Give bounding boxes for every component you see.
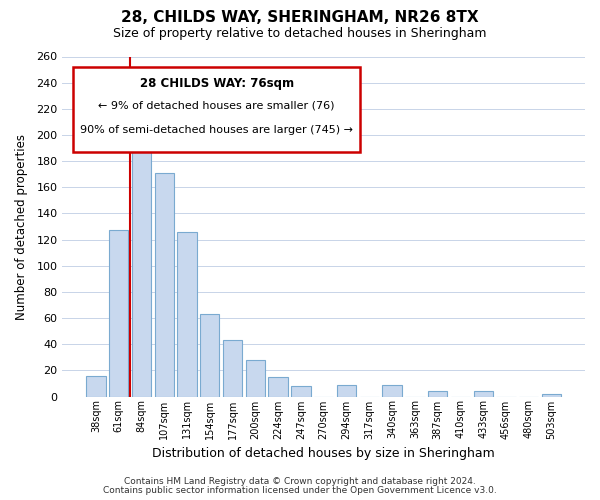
Text: Contains HM Land Registry data © Crown copyright and database right 2024.: Contains HM Land Registry data © Crown c…	[124, 477, 476, 486]
Bar	[473, 392, 493, 396]
Bar	[268, 377, 288, 396]
Text: ← 9% of detached houses are smaller (76): ← 9% of detached houses are smaller (76)	[98, 100, 335, 110]
Bar	[132, 118, 151, 396]
Text: 90% of semi-detached houses are larger (745) →: 90% of semi-detached houses are larger (…	[80, 124, 353, 134]
Y-axis label: Number of detached properties: Number of detached properties	[15, 134, 28, 320]
Bar	[200, 314, 220, 396]
Bar	[178, 232, 197, 396]
Text: Contains public sector information licensed under the Open Government Licence v3: Contains public sector information licen…	[103, 486, 497, 495]
Bar	[291, 386, 311, 396]
Bar	[245, 360, 265, 397]
Bar	[223, 340, 242, 396]
Bar	[542, 394, 561, 396]
Bar	[86, 376, 106, 396]
Bar	[382, 384, 402, 396]
Text: 28, CHILDS WAY, SHERINGHAM, NR26 8TX: 28, CHILDS WAY, SHERINGHAM, NR26 8TX	[121, 10, 479, 25]
X-axis label: Distribution of detached houses by size in Sheringham: Distribution of detached houses by size …	[152, 447, 495, 460]
Text: Size of property relative to detached houses in Sheringham: Size of property relative to detached ho…	[113, 28, 487, 40]
Bar	[428, 392, 448, 396]
Bar	[155, 173, 174, 396]
Text: 28 CHILDS WAY: 76sqm: 28 CHILDS WAY: 76sqm	[140, 77, 293, 90]
Bar	[109, 230, 128, 396]
FancyBboxPatch shape	[73, 66, 361, 152]
Bar	[337, 384, 356, 396]
